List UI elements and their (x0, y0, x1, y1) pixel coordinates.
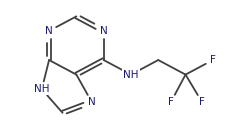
Text: F: F (198, 97, 204, 107)
Text: N: N (100, 26, 107, 36)
Text: NH: NH (123, 70, 138, 80)
Text: F: F (209, 55, 215, 65)
Text: N: N (45, 26, 53, 36)
Text: N: N (88, 97, 95, 107)
Text: F: F (168, 97, 173, 107)
Text: NH: NH (34, 84, 49, 94)
